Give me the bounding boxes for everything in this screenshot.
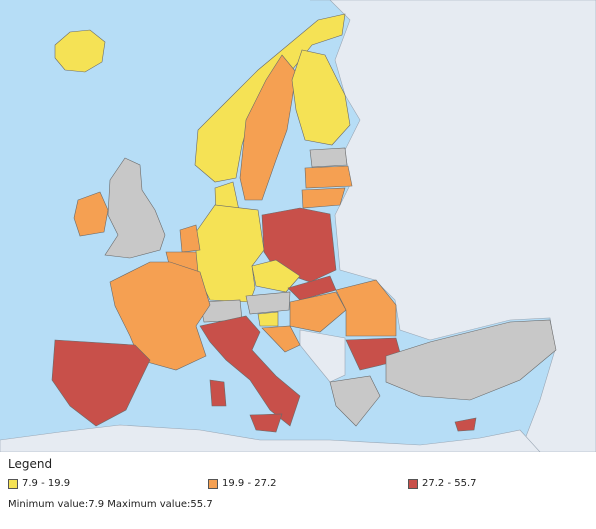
map [0, 0, 596, 452]
legend-swatch [208, 478, 218, 489]
croatia [261, 325, 301, 353]
sardinia [209, 379, 227, 407]
legend-label: 7.9 - 19.9 [22, 478, 71, 489]
sweden [239, 54, 297, 201]
sicily [249, 413, 283, 433]
cyprus [454, 417, 477, 432]
estonia [309, 147, 348, 168]
legend-item: 7.9 - 19.9 [8, 478, 70, 489]
turkey [385, 319, 557, 401]
italy [199, 315, 301, 427]
legend-swatch [408, 478, 418, 489]
iberia [51, 339, 151, 427]
finland [291, 49, 351, 146]
netherlands [179, 224, 201, 253]
min-max-note: Minimum value:7.9 Maximum value:55.7 [8, 499, 213, 510]
eastern-land [310, 0, 596, 452]
france [109, 261, 211, 371]
hungary [289, 291, 347, 333]
legend-label: 27.2 - 55.7 [422, 478, 477, 489]
czechia [251, 259, 301, 293]
ireland [73, 191, 109, 237]
legend-label: 19.9 - 27.2 [222, 478, 277, 489]
austria [245, 291, 291, 315]
legend-item: 27.2 - 55.7 [408, 478, 477, 489]
legend-swatch [8, 478, 18, 489]
germany [195, 204, 265, 303]
united-kingdom [104, 157, 166, 259]
legend-item: 19.9 - 27.2 [208, 478, 277, 489]
greece [329, 375, 381, 427]
north-africa [0, 424, 541, 452]
norway [194, 13, 346, 183]
lithuania [301, 187, 346, 209]
latvia [304, 165, 353, 189]
legend-title: Legend [8, 457, 53, 471]
slovenia [257, 311, 279, 327]
iceland [54, 29, 106, 73]
romania [335, 279, 397, 337]
